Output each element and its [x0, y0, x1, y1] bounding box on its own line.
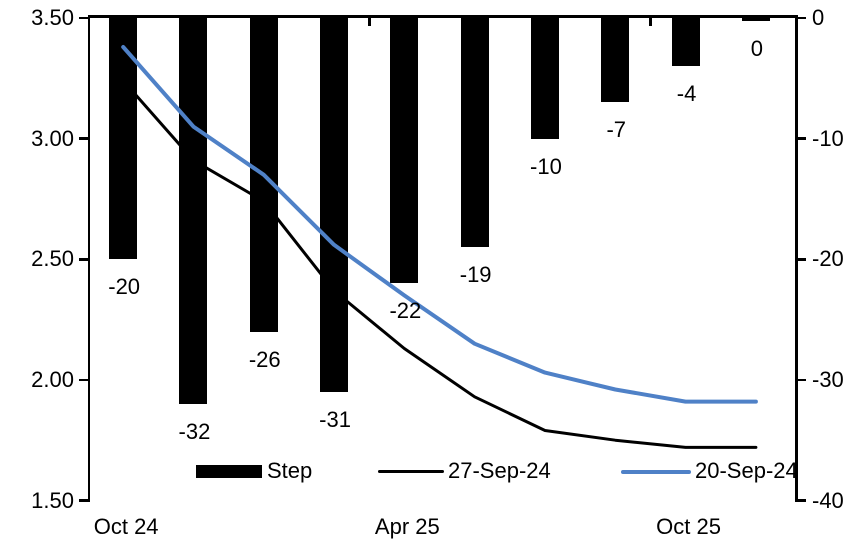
step-bar-label: 0 — [750, 35, 763, 61]
top-axis-line — [88, 15, 798, 18]
left-axis-tick-label: 2.00 — [31, 366, 74, 392]
step-bar[interactable] — [109, 18, 138, 260]
legend-20sep-swatch[interactable] — [621, 470, 691, 474]
step-bar-label: -4 — [676, 81, 697, 107]
left-axis-tick — [79, 499, 88, 502]
right-axis-line — [795, 15, 798, 502]
left-axis-tick-label: 3.00 — [31, 125, 74, 151]
legend-27sep-label[interactable]: 27-Sep-24 — [448, 458, 551, 483]
step-bar[interactable] — [460, 18, 489, 248]
step-bar[interactable] — [530, 18, 559, 139]
top-axis-boundary-tick — [367, 18, 371, 26]
step-bar-label: -20 — [108, 274, 141, 300]
x-axis-label: Oct 25 — [656, 514, 721, 539]
right-axis-tick — [798, 137, 806, 140]
left-axis-tick-label: 1.50 — [31, 487, 74, 513]
x-axis-label: Apr 25 — [374, 514, 440, 539]
legend-step-label[interactable]: Step — [267, 458, 313, 483]
step-bar-label: -7 — [606, 117, 627, 143]
left-axis-tick — [79, 137, 88, 140]
left-axis-tick-label: 2.50 — [31, 246, 74, 272]
legend-27sep-swatch[interactable] — [378, 470, 444, 473]
step-bar[interactable] — [249, 18, 278, 332]
right-axis-tick — [798, 499, 806, 502]
right-axis-tick — [798, 258, 806, 261]
step-bar[interactable] — [390, 18, 419, 284]
right-axis-tick-label: -30 — [812, 366, 844, 392]
line-20-Sep-24 — [121, 45, 758, 404]
step-bar-label: -26 — [248, 346, 281, 372]
right-axis-tick — [798, 378, 806, 382]
step-bar-label: -10 — [530, 153, 562, 179]
step-bar[interactable] — [179, 18, 208, 404]
step-bar[interactable] — [601, 18, 630, 103]
top-axis-boundary-tick — [648, 18, 652, 26]
legend-step-swatch[interactable] — [196, 465, 262, 478]
step-bar[interactable] — [320, 18, 349, 392]
right-axis-tick — [798, 16, 806, 20]
right-axis-tick-label: 0 — [812, 5, 825, 30]
left-axis-tick — [79, 16, 88, 20]
right-axis-tick-label: -40 — [812, 487, 844, 513]
x-axis-label: Oct 24 — [93, 514, 159, 539]
legend-20sep-label[interactable]: 20-Sep-24 — [695, 458, 798, 483]
left-axis-line — [88, 15, 90, 502]
step-bar[interactable] — [741, 18, 770, 21]
step-bar[interactable] — [671, 18, 700, 67]
step-bar-label: -31 — [319, 406, 351, 432]
left-axis-tick — [79, 258, 88, 261]
right-axis-tick-label: -20 — [812, 246, 844, 272]
step-bar-label: -32 — [178, 419, 211, 444]
line-27-Sep-24 — [121, 79, 758, 449]
left-axis-tick — [79, 378, 88, 382]
step-bar-label: -19 — [459, 262, 492, 288]
right-axis-tick-label: -10 — [812, 125, 844, 151]
step-bar-label: -22 — [389, 298, 422, 324]
left-axis-tick-label: 3.50 — [31, 5, 74, 30]
